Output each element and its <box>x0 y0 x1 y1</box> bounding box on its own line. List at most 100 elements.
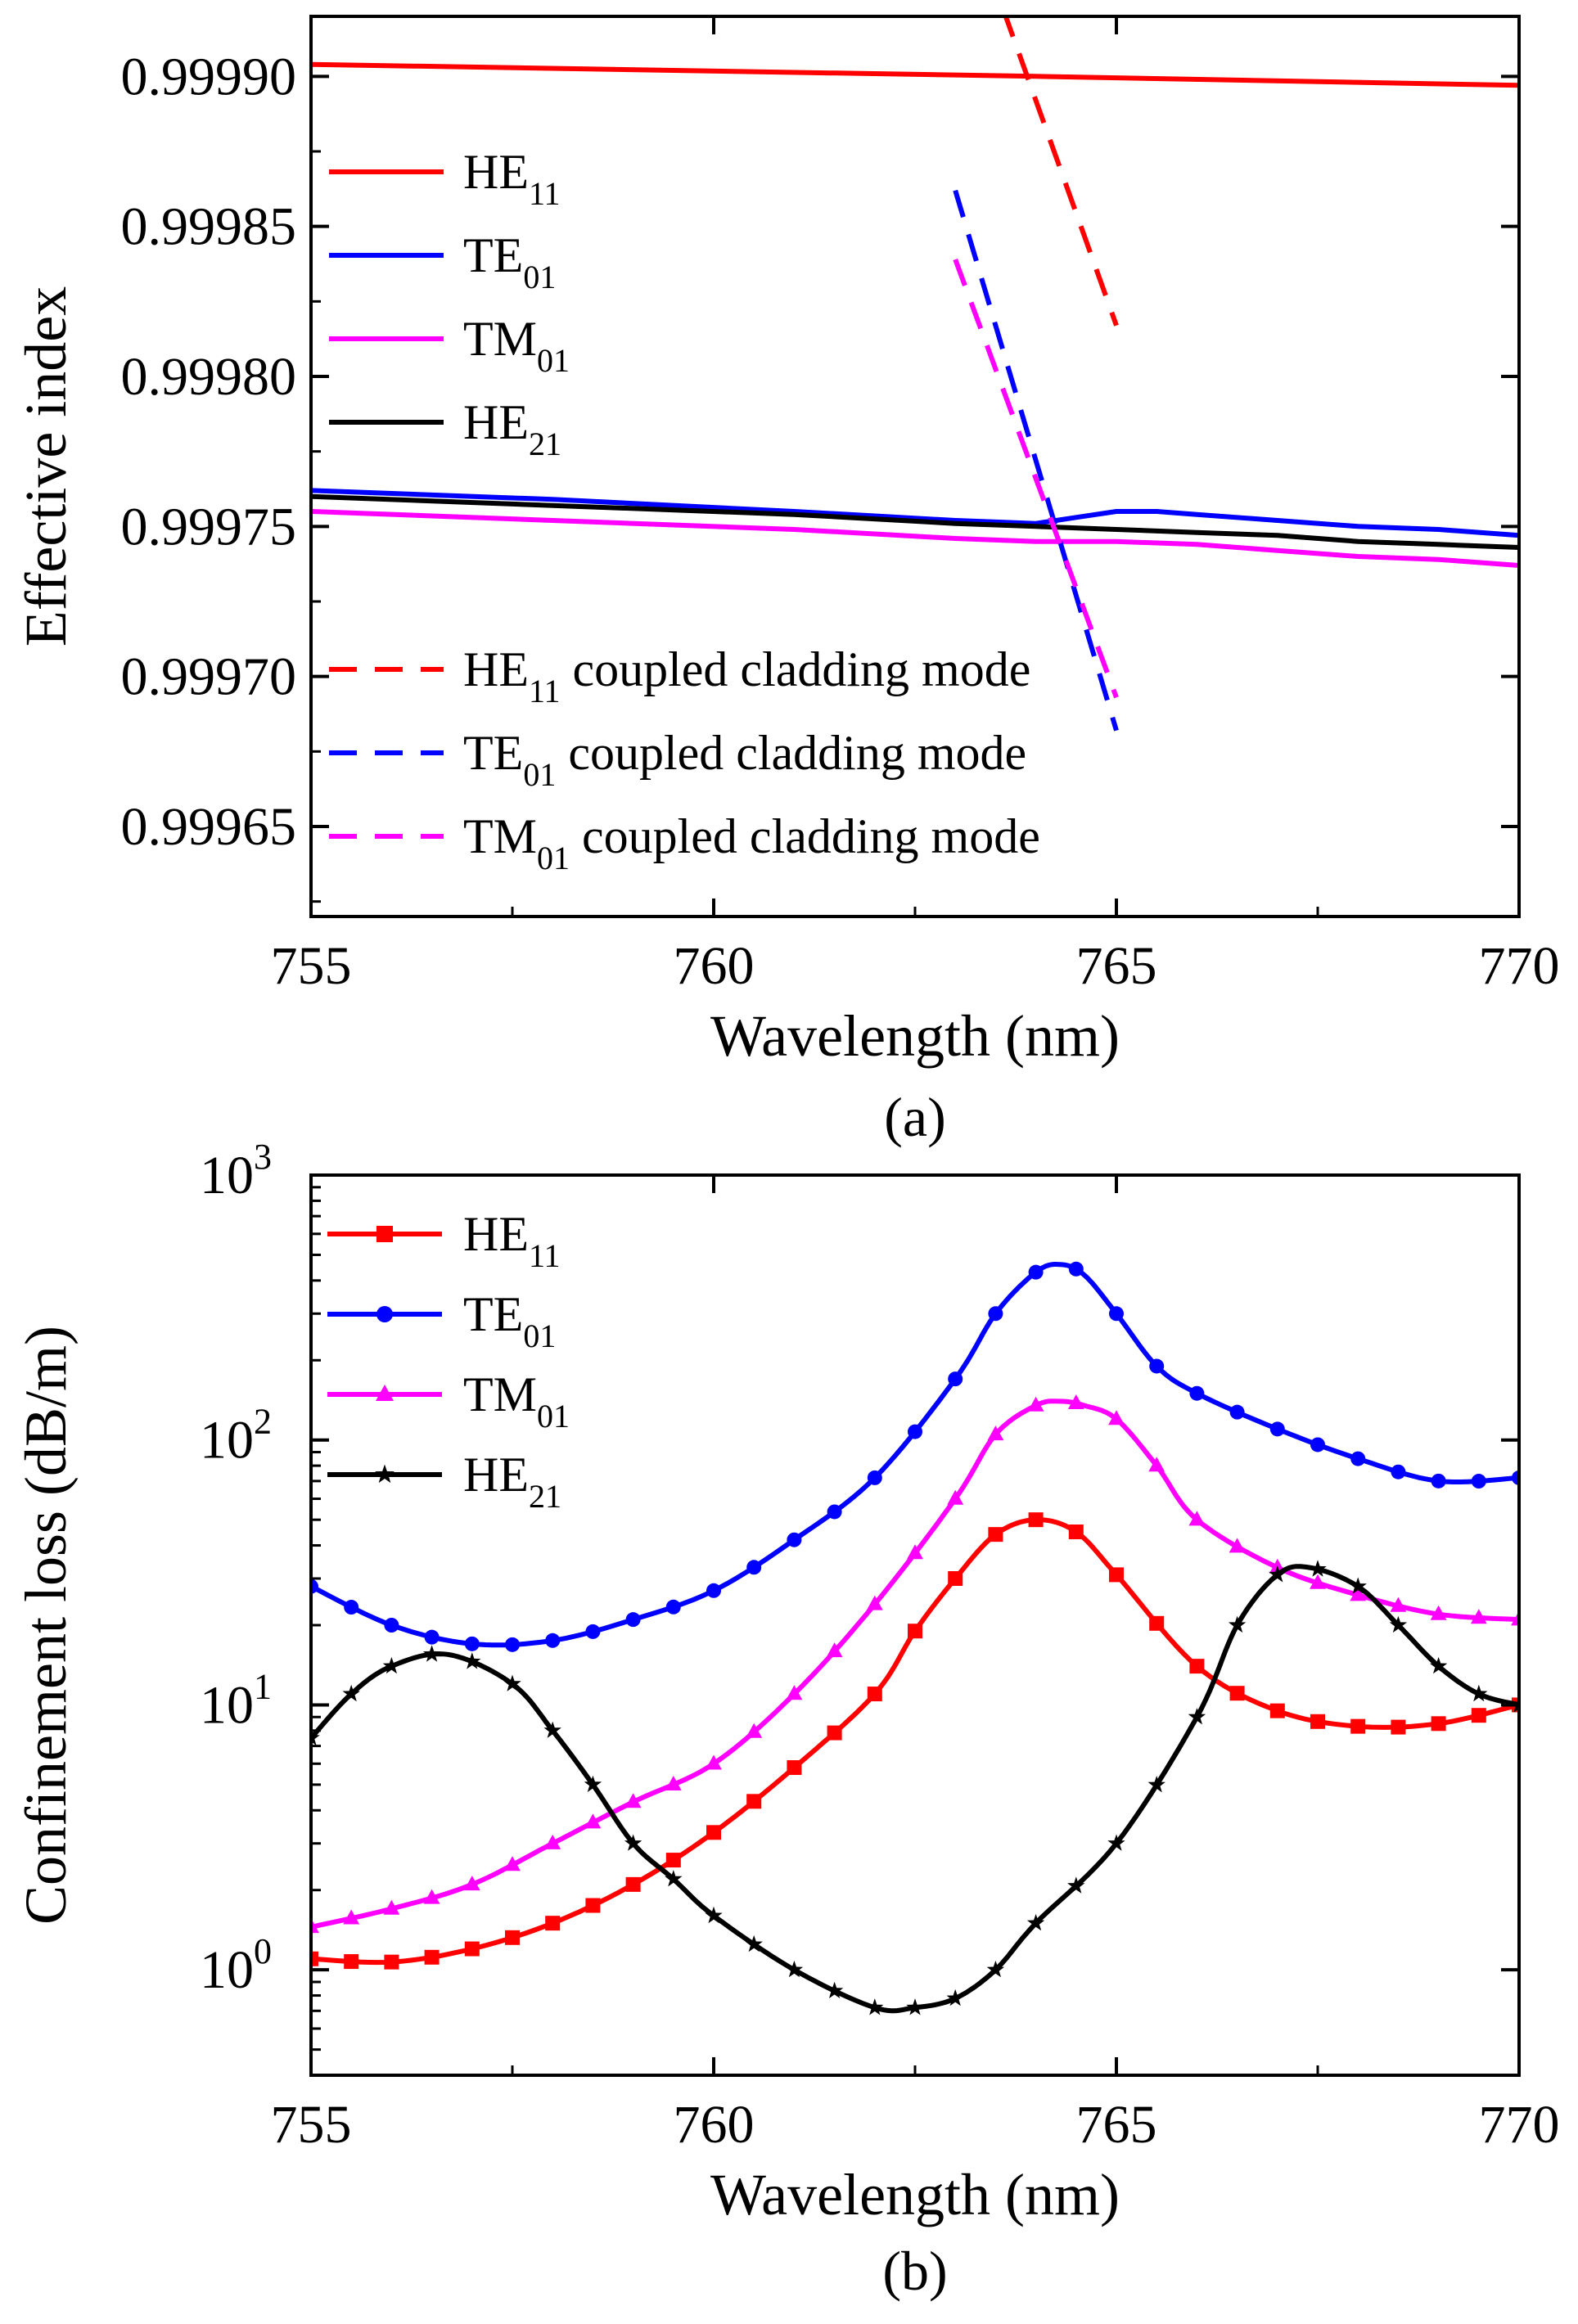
series-marker-b-0 <box>1310 1714 1325 1729</box>
series-marker-b-0 <box>505 1930 520 1945</box>
series-marker-b-2 <box>504 1856 521 1871</box>
legend-marker-b-2 <box>376 1385 394 1401</box>
series-marker-b-1 <box>867 1470 882 1485</box>
x-tick-label-a-2: 765 <box>1076 936 1157 996</box>
series-marker-b-0 <box>1431 1716 1446 1732</box>
series-marker-b-0 <box>1229 1686 1245 1701</box>
series-marker-b-2 <box>423 1889 440 1904</box>
series-marker-b-1 <box>545 1633 561 1648</box>
series-marker-b-3 <box>1107 1834 1125 1851</box>
y-axis-title-a: Effective index <box>13 286 79 646</box>
series-marker-b-3 <box>1309 1560 1327 1577</box>
series-marker-b-0 <box>1149 1615 1165 1631</box>
y-tick-label-a-1: 0.99970 <box>121 647 297 707</box>
series-marker-b-0 <box>665 1853 681 1868</box>
legend-label-a-0: HE11 <box>463 145 561 212</box>
series-marker-b-1 <box>384 1618 399 1633</box>
series-marker-b-2 <box>1067 1394 1084 1409</box>
series-marker-b-3 <box>946 1988 964 2006</box>
series-marker-b-3 <box>503 1674 521 1691</box>
series-marker-b-2 <box>311 1918 319 1934</box>
series-marker-b-1 <box>1431 1473 1446 1489</box>
legend-marker-b-1 <box>376 1306 393 1322</box>
series-marker-b-3 <box>906 1998 924 2015</box>
series-marker-b-0 <box>1068 1524 1084 1539</box>
series-marker-b-3 <box>624 1834 642 1851</box>
series-marker-b-2 <box>1229 1538 1246 1553</box>
series-marker-b-0 <box>1189 1659 1205 1674</box>
legend-marker-b-3 <box>375 1464 394 1484</box>
series-marker-b-0 <box>1350 1718 1366 1734</box>
y-tick-label-a-3: 0.99980 <box>121 347 297 407</box>
series-line-a-4 <box>1003 16 1119 327</box>
series-marker-b-0 <box>908 1624 922 1639</box>
series-marker-b-2 <box>1027 1396 1044 1412</box>
series-marker-b-0 <box>827 1725 842 1741</box>
series-marker-b-1 <box>424 1629 440 1645</box>
legend-label-b-0: HE11 <box>463 1207 561 1274</box>
x-tick-label-a-1: 760 <box>674 936 755 996</box>
legend-label-b-1: TE01 <box>463 1287 556 1354</box>
y-tick-label-b-2: 102 <box>200 1402 272 1471</box>
series-marker-b-3 <box>1067 1876 1085 1894</box>
series-marker-b-2 <box>1188 1511 1206 1526</box>
series-marker-b-0 <box>988 1527 1003 1543</box>
plot-area-b <box>311 1261 1519 2015</box>
legend-label-a-2: TM01 <box>463 312 570 379</box>
series-marker-b-1 <box>1350 1451 1366 1466</box>
panel-label-a: (a) <box>884 1086 945 1148</box>
series-marker-b-2 <box>706 1754 722 1770</box>
x-tick-label-a-3: 770 <box>1479 936 1560 996</box>
series-marker-b-2 <box>907 1544 923 1560</box>
series-marker-b-0 <box>464 1941 480 1957</box>
series-marker-b-1 <box>827 1504 842 1520</box>
series-marker-b-3 <box>785 1960 804 1978</box>
series-marker-b-3 <box>745 1934 763 1952</box>
legend-label-a-4: HE11 coupled cladding mode <box>463 642 1030 709</box>
series-line-a-6 <box>953 258 1119 699</box>
series-marker-b-2 <box>343 1909 360 1925</box>
series-marker-b-0 <box>1109 1567 1124 1583</box>
series-marker-b-3 <box>311 1728 320 1745</box>
series-marker-b-2 <box>1310 1574 1326 1589</box>
series-marker-b-1 <box>1229 1404 1245 1420</box>
chart-panel-a: 755 760 765 770 0.99965 0.99970 0.99975 0.99980… <box>13 15 1560 1148</box>
x-tick-label-b-2: 765 <box>1076 2095 1157 2155</box>
series-marker-b-1 <box>1391 1464 1406 1480</box>
series-marker-b-2 <box>1470 1609 1487 1624</box>
chart-panel-b: 755 760 765 770 100 101 102 103 Wavelength (nm) C… <box>13 1137 1560 2302</box>
series-marker-b-0 <box>311 1951 318 1966</box>
series-marker-b-3 <box>1389 1615 1408 1633</box>
series-marker-b-3 <box>1429 1656 1448 1674</box>
series-marker-b-3 <box>543 1721 561 1738</box>
panel-label-b: (b) <box>882 2240 947 2302</box>
series-marker-b-0 <box>706 1825 721 1840</box>
y-tick-label-b-0: 100 <box>200 1931 272 2000</box>
legend-label-b-2: TM01 <box>463 1367 570 1434</box>
series-marker-b-3 <box>342 1684 360 1702</box>
y-tick-label-b-3: 103 <box>200 1137 272 1205</box>
series-marker-b-0 <box>948 1570 963 1586</box>
series-marker-b-3 <box>825 1981 844 1998</box>
x-tick-label-b-1: 760 <box>674 2095 755 2155</box>
series-marker-b-0 <box>1471 1708 1486 1723</box>
series-marker-b-3 <box>1349 1577 1367 1594</box>
series-marker-b-3 <box>986 1960 1005 1978</box>
series-line-b-2 <box>311 1398 1519 1930</box>
series-marker-b-2 <box>987 1425 1004 1441</box>
series-marker-b-0 <box>787 1760 802 1776</box>
x-tick-label-a-0: 755 <box>271 936 352 996</box>
series-marker-b-1 <box>1471 1474 1486 1489</box>
series-marker-b-1 <box>625 1612 641 1628</box>
legend-label-a-3: HE21 <box>463 395 561 462</box>
y-tick-label-a-4: 0.99985 <box>121 197 297 257</box>
y-tick-label-a-5: 0.99990 <box>121 47 297 106</box>
series-line-b-3 <box>311 1564 1519 2014</box>
series-marker-b-2 <box>866 1595 883 1610</box>
series-marker-b-2 <box>786 1685 803 1700</box>
series-marker-b-3 <box>705 1906 723 1924</box>
legend-marker-b-0 <box>376 1226 393 1242</box>
series-marker-b-1 <box>311 1579 318 1594</box>
series-marker-b-0 <box>746 1794 762 1809</box>
series-marker-b-1 <box>1310 1437 1325 1452</box>
